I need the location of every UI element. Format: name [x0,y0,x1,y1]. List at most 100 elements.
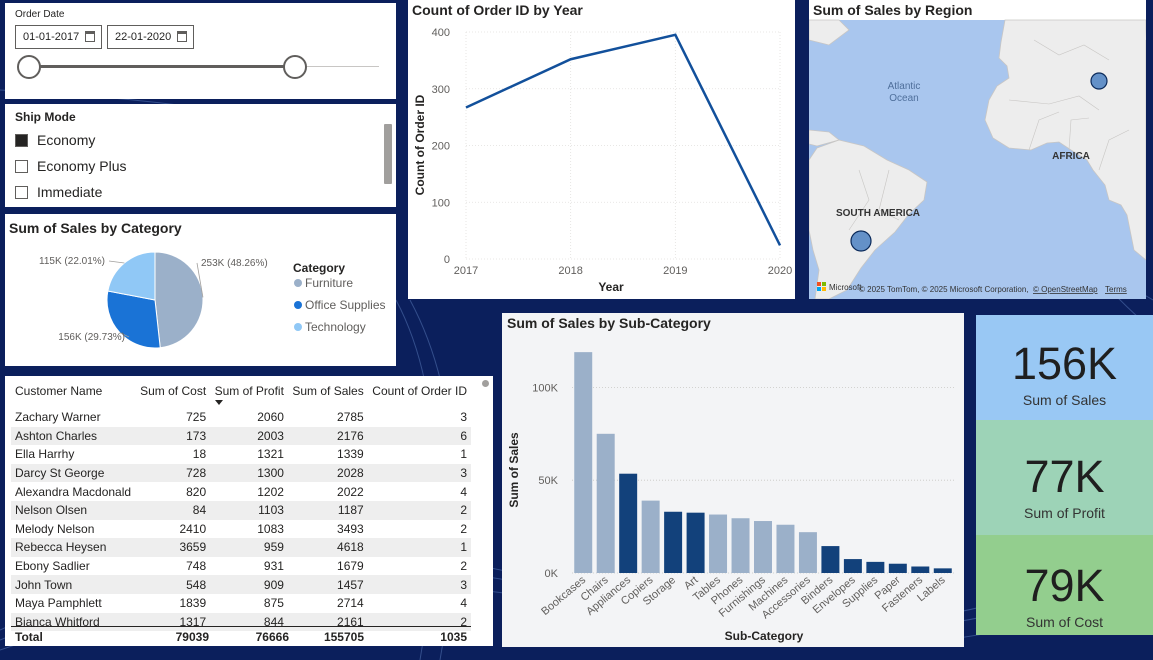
column-header[interactable]: Count of Order ID [372,384,467,398]
kpi-label: Sum of Profit [1024,505,1105,521]
pie-slice[interactable] [154,251,204,349]
checkbox[interactable] [15,159,28,173]
table-cell: 2714 [337,596,364,611]
pie-data-label: 156K (29.73%) [58,332,125,343]
pie-slice[interactable] [107,251,156,301]
table-row[interactable]: Melody Nelson 2410 1083 3493 2 [11,520,471,539]
table-cell: 18 [192,447,207,462]
y-tick-label: 100K [532,382,558,394]
table-row[interactable]: John Town 548 909 1457 3 [11,575,471,594]
bar[interactable] [709,514,728,573]
kpi-value: 77K [1024,451,1105,502]
table-cell: 173 [186,428,207,443]
ship-mode-option-label: Immediate [37,184,103,200]
table-row[interactable]: Zachary Warner 725 2060 2785 3 [11,408,471,427]
table-cell: 1317 [179,614,207,629]
checkbox[interactable] [15,185,28,199]
legend-item[interactable]: Furniture [305,276,353,290]
table-cell: 931 [263,559,284,574]
table-total-row: Total 79039 76666 155705 1035 [11,626,471,646]
legend-marker [294,301,302,309]
bar[interactable] [888,563,907,573]
table-row[interactable]: Nelson Olsen 84 1103 1187 2 [11,500,471,520]
table-scrollbar[interactable] [482,380,489,387]
table-cell: 3 [460,466,467,481]
column-header[interactable]: Sum of Sales [292,384,364,398]
region-bubble[interactable] [850,230,872,252]
table-cell: 1300 [257,466,284,481]
table-row[interactable]: Maya Pamphlett 1839 875 2714 4 [11,594,471,613]
table-cell: 3659 [179,540,207,555]
table-cell: 2003 [257,428,284,443]
start-date-input[interactable]: 01-01-2017 [15,25,102,49]
table-cell: 2028 [337,466,364,481]
table-cell: 4618 [337,540,364,555]
ship-mode-option-economy-plus[interactable]: Economy Plus [15,158,126,174]
osm-link[interactable]: © OpenStreetMap [1033,285,1098,294]
year-chart-title: Count of Order ID by Year [412,2,583,18]
bar[interactable] [619,473,638,573]
table-cell: John Town [15,577,73,592]
bar[interactable] [641,500,660,573]
bar[interactable] [754,521,772,573]
column-header[interactable]: Sum of Cost [140,384,207,398]
bar[interactable] [574,352,593,573]
column-header[interactable]: Customer Name [15,384,103,398]
date-range-end-handle[interactable] [283,55,307,79]
terms-link[interactable]: Terms [1105,285,1127,294]
calendar-icon[interactable] [177,31,187,42]
table-cell: 1457 [337,577,364,592]
region-bubble[interactable] [1090,72,1108,90]
table-cell: 2785 [337,410,364,425]
legend-title: Category [293,261,345,275]
calendar-icon[interactable] [85,31,95,42]
bar[interactable] [664,511,683,573]
column-header[interactable]: Sum of Profit [214,384,284,398]
total-cell: 79039 [175,629,209,644]
table-row[interactable]: Alexandra Macdonald 820 1202 2022 4 [11,482,471,501]
sort-descending-icon[interactable] [215,400,223,405]
kpi-label: Sum of Cost [1025,614,1104,630]
kpi-label: Sum of Sales [1022,392,1107,408]
ship-mode-scrollbar[interactable] [384,124,392,184]
checkbox-checked[interactable] [15,133,28,147]
region-map[interactable]: Atlantic Ocean AFRICA SOUTH AMERICA Micr… [809,0,1146,299]
table-cell: 84 [192,503,207,518]
table-cell: Maya Pamphlett [15,596,102,611]
table-row[interactable]: Rebecca Heysen 3659 959 4618 1 [11,538,471,557]
y-tick-label: 400 [432,27,450,39]
pie-data-label: 115K (22.01%) [39,256,105,267]
bar[interactable] [596,433,615,573]
table-cell: 6 [460,428,467,443]
bar[interactable] [776,524,795,573]
continent-label-africa: AFRICA [1052,151,1090,162]
table-cell: 2161 [337,614,364,629]
bar[interactable] [686,512,705,573]
bar[interactable] [843,559,862,573]
bar[interactable] [933,568,952,573]
table-row[interactable]: Ella Harrhy 18 1321 1339 1 [11,445,471,464]
table-cell: 844 [263,614,284,629]
table-row[interactable]: Ashton Charles 173 2003 2176 6 [11,426,471,446]
map-title: Sum of Sales by Region [813,2,973,18]
bar[interactable] [911,566,930,573]
table-cell: 2 [460,559,467,574]
y-axis-label: Sum of Sales [507,432,521,508]
y-tick-label: 200 [432,141,450,153]
table-cell: Bianca Whitford [15,614,100,629]
bar[interactable] [731,518,750,573]
bar[interactable] [798,532,817,573]
end-date-input[interactable]: 22-01-2020 [107,25,194,49]
ship-mode-option-immediate[interactable]: Immediate [15,184,102,200]
bar[interactable] [866,561,885,573]
start-date-value: 01-01-2017 [23,31,80,43]
ship-mode-option-economy[interactable]: Economy [15,132,95,148]
table-cell: 3493 [337,521,364,536]
legend-item[interactable]: Technology [305,320,366,334]
order-date-label: Order Date [15,9,65,20]
date-range-start-handle[interactable] [17,55,41,79]
table-row[interactable]: Ebony Sadlier 748 931 1679 2 [11,557,471,576]
legend-item[interactable]: Office Supplies [305,298,386,312]
bar[interactable] [821,546,840,573]
table-row[interactable]: Darcy St George 728 1300 2028 3 [11,463,471,483]
